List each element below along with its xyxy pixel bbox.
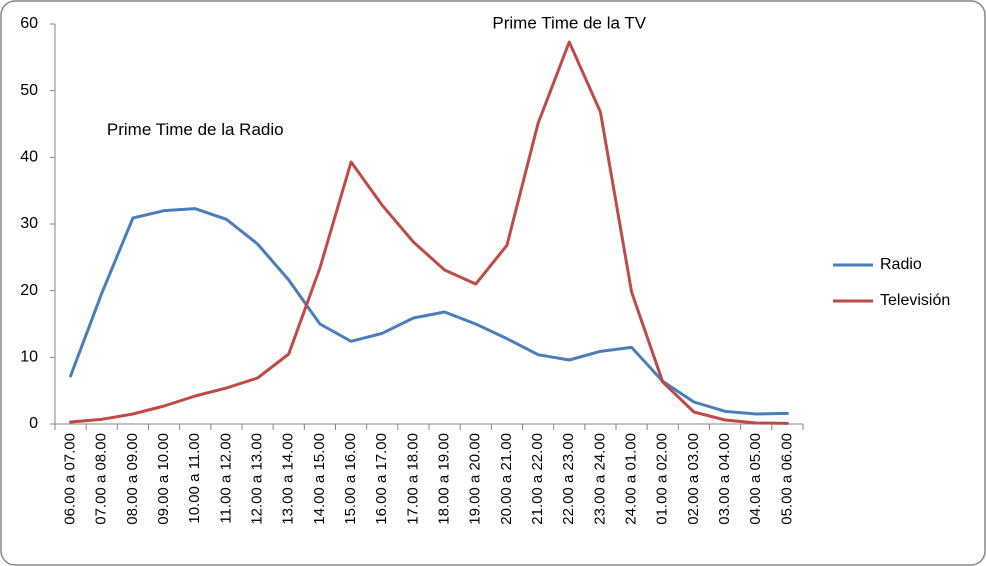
y-tick-label: 50 xyxy=(20,82,38,99)
x-tick-label: 21.00 a 22.00 xyxy=(529,433,546,525)
x-tick-label: 22.00 a 23.00 xyxy=(560,433,577,525)
x-tick-label: 09.00 a 10.00 xyxy=(155,433,172,525)
x-tick-label: 06.00 a 07.00 xyxy=(62,433,79,525)
x-tick-label: 10.00 a 11.00 xyxy=(186,433,203,524)
legend-label: Radio xyxy=(880,256,922,273)
x-tick-label: 04.00 a 05.00 xyxy=(747,433,764,525)
x-tick-label: 20.00 a 21.00 xyxy=(498,433,515,525)
x-tick-label: 17.00 a 18.00 xyxy=(404,433,421,525)
y-tick-label: 40 xyxy=(20,149,38,166)
x-tick-label: 01.00 a 02.00 xyxy=(654,433,671,525)
x-tick-label: 16.00 a 17.00 xyxy=(373,433,390,525)
x-tick-label: 07.00 a 08.00 xyxy=(93,433,110,525)
x-tick-label: 15.00 a 16.00 xyxy=(342,433,359,525)
x-tick-label: 24.00 a 01.00 xyxy=(623,433,640,525)
x-tick-label: 08.00 a 09.00 xyxy=(124,433,141,525)
annotation: Prime Time de la Radio xyxy=(107,120,284,139)
x-tick-label: 02.00 a 03.00 xyxy=(685,433,702,525)
y-tick-label: 60 xyxy=(20,15,38,32)
x-tick-label: 19.00 a 20.00 xyxy=(467,433,484,525)
series-line xyxy=(69,40,789,425)
y-tick-label: 30 xyxy=(20,215,38,232)
y-tick-label: 0 xyxy=(29,415,38,432)
series-line xyxy=(69,207,789,416)
y-tick-label: 10 xyxy=(20,349,38,366)
x-tick-label: 05.00 a 06.00 xyxy=(778,433,795,525)
x-tick-label: 14.00 a 15.00 xyxy=(311,433,328,525)
y-tick-label: 20 xyxy=(20,282,38,299)
x-tick-label: 12.00 a 13.00 xyxy=(249,433,266,525)
legend-label: Televisión xyxy=(880,292,950,309)
x-tick-label: 03.00 a 04.00 xyxy=(716,433,733,525)
x-tick-label: 11.00 a 12.00 xyxy=(217,433,234,524)
x-tick-label: 13.00 a 14.00 xyxy=(280,433,297,525)
x-tick-label: 18.00 a 19.00 xyxy=(436,433,453,525)
x-tick-label: 23.00 a 24.00 xyxy=(591,433,608,525)
annotation: Prime Time de la TV xyxy=(492,13,646,32)
